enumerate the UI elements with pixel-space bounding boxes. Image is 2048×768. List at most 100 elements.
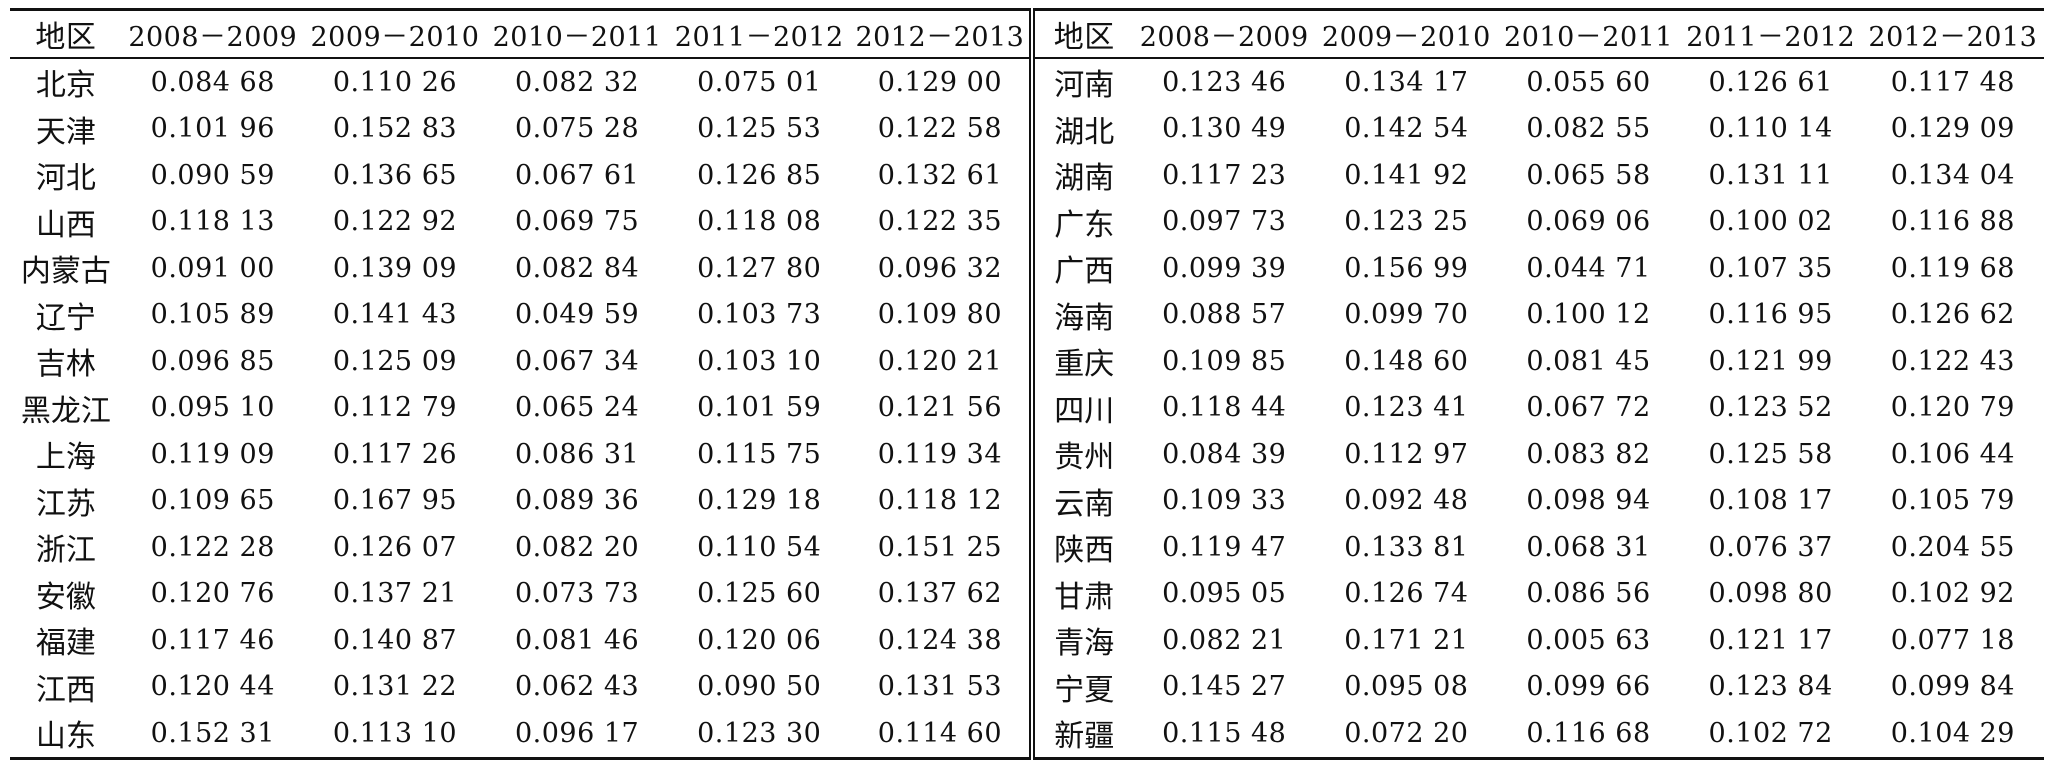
value-cell: 0.083 82 — [1526, 438, 1651, 470]
table-row: 江苏 0.109 65 0.167 95 0.089 36 0.129 18 0.118 … — [10, 477, 2044, 524]
value-cell: 0.099 84 — [1890, 671, 2015, 703]
region-name-cell: 吉林 — [35, 347, 96, 383]
value-cell: 0.117 46 — [150, 624, 275, 656]
value-cell: 0.129 09 — [1890, 113, 2015, 145]
column-header-period: 2008－2009 — [1133, 9, 1316, 59]
value-cell: 0.126 85 — [697, 159, 822, 191]
value-cell: 0.123 30 — [697, 717, 822, 749]
value-cell: 0.077 18 — [1890, 624, 2015, 656]
value-cell: 0.068 31 — [1526, 531, 1651, 563]
value-cell: 0.129 00 — [850, 58, 1036, 106]
column-header-region: 地区 — [1032, 9, 1134, 59]
region-name-cell: 河南 — [1054, 68, 1115, 104]
value-cell: 0.122 92 — [332, 206, 458, 238]
region-name-cell: 内蒙古 — [20, 254, 111, 290]
value-cell: 0.110 14 — [1708, 113, 1833, 145]
value-cell: 0.171 21 — [1344, 624, 1469, 656]
value-cell: 0.105 89 — [150, 299, 275, 331]
value-cell: 0.073 73 — [514, 578, 640, 610]
table-row: 吉林 0.096 85 0.125 09 0.067 34 0.103 10 0.120 … — [10, 338, 2044, 385]
value-cell: 0.152 31 — [150, 717, 275, 749]
column-header-period: 2010－2011 — [1497, 9, 1680, 59]
region-name-cell: 甘肃 — [1054, 579, 1115, 615]
column-header-period: 2010－2011 — [486, 9, 669, 59]
value-cell: 0.105 79 — [1890, 485, 2015, 517]
value-cell: 0.127 80 — [697, 252, 822, 284]
region-name-cell: 山东 — [35, 719, 96, 755]
value-cell: 0.120 79 — [1890, 392, 2015, 424]
value-cell: 0.099 66 — [1526, 671, 1651, 703]
table-row: 辽宁 0.105 89 0.141 43 0.049 59 0.103 73 0.109 … — [10, 291, 2044, 338]
value-cell: 0.133 81 — [1344, 531, 1469, 563]
value-cell: 0.123 41 — [1344, 392, 1469, 424]
value-cell: 0.096 32 — [850, 245, 1036, 292]
value-cell: 0.141 92 — [1344, 159, 1469, 191]
value-cell: 0.119 68 — [1890, 252, 2015, 284]
value-cell: 0.107 35 — [1708, 252, 1833, 284]
value-cell: 0.100 12 — [1526, 299, 1651, 331]
value-cell: 0.101 96 — [150, 113, 275, 145]
value-cell: 0.044 71 — [1526, 252, 1651, 284]
value-cell: 0.136 65 — [332, 159, 458, 191]
region-name-cell: 福建 — [35, 626, 96, 662]
value-cell: 0.104 29 — [1890, 717, 2015, 749]
region-name-cell: 黑龙江 — [20, 393, 111, 429]
value-cell: 0.005 63 — [1526, 624, 1651, 656]
value-cell: 0.109 65 — [150, 485, 275, 517]
region-name-cell: 湖北 — [1054, 114, 1115, 150]
column-header-period: 2011－2012 — [668, 9, 851, 59]
value-cell: 0.082 21 — [1162, 624, 1287, 656]
value-cell: 0.084 39 — [1162, 438, 1287, 470]
value-cell: 0.115 48 — [1162, 717, 1287, 749]
table-row: 内蒙古 0.091 00 0.139 09 0.082 84 0.127 80 0.096… — [10, 245, 2044, 292]
value-cell: 0.122 58 — [850, 105, 1036, 152]
value-cell: 0.132 61 — [850, 152, 1036, 199]
value-cell: 0.148 60 — [1344, 345, 1469, 377]
column-header-period: 2008－2009 — [121, 9, 304, 59]
value-cell: 0.065 58 — [1526, 159, 1651, 191]
table-header-row: 地区 2008－2009 2009－2010 2010－2011 2011－2012 20… — [10, 9, 2044, 59]
value-cell: 0.118 08 — [697, 206, 822, 238]
value-cell: 0.141 43 — [332, 299, 458, 331]
value-cell: 0.100 02 — [1708, 206, 1833, 238]
value-cell: 0.118 44 — [1162, 392, 1287, 424]
value-cell: 0.109 33 — [1162, 485, 1287, 517]
value-cell: 0.092 48 — [1344, 485, 1469, 517]
value-cell: 0.131 53 — [850, 663, 1036, 710]
value-cell: 0.089 36 — [514, 485, 640, 517]
value-cell: 0.129 18 — [697, 485, 822, 517]
value-cell: 0.108 17 — [1708, 485, 1833, 517]
value-cell: 0.084 68 — [150, 66, 275, 98]
table-row: 福建 0.117 46 0.140 87 0.081 46 0.120 06 0.124 … — [10, 617, 2044, 664]
value-cell: 0.120 44 — [150, 671, 275, 703]
value-cell: 0.082 84 — [514, 252, 640, 284]
value-cell: 0.156 99 — [1344, 252, 1469, 284]
value-cell: 0.082 20 — [514, 531, 640, 563]
region-name-cell: 重庆 — [1054, 347, 1115, 383]
value-cell: 0.081 45 — [1526, 345, 1651, 377]
value-cell: 0.096 85 — [150, 345, 275, 377]
region-name-cell: 青海 — [1054, 626, 1115, 662]
value-cell: 0.113 10 — [332, 717, 458, 749]
region-name-cell: 江西 — [35, 672, 96, 708]
value-cell: 0.140 87 — [332, 624, 458, 656]
value-cell: 0.112 79 — [332, 392, 458, 424]
value-cell: 0.055 60 — [1526, 66, 1651, 98]
value-cell: 0.124 38 — [850, 617, 1036, 664]
value-cell: 0.119 09 — [150, 438, 275, 470]
value-cell: 0.095 05 — [1162, 578, 1287, 610]
value-cell: 0.096 17 — [514, 717, 640, 749]
region-name-cell: 山西 — [35, 207, 96, 243]
value-cell: 0.067 72 — [1526, 392, 1651, 424]
region-name-cell: 陕西 — [1054, 533, 1115, 569]
value-cell: 0.067 61 — [514, 159, 640, 191]
value-cell: 0.102 92 — [1890, 578, 2015, 610]
value-cell: 0.125 58 — [1708, 438, 1833, 470]
value-cell: 0.103 10 — [697, 345, 822, 377]
value-cell: 0.112 97 — [1344, 438, 1469, 470]
value-cell: 0.120 76 — [150, 578, 275, 610]
value-cell: 0.110 54 — [697, 531, 822, 563]
value-cell: 0.120 06 — [697, 624, 822, 656]
column-header-region: 地区 — [10, 9, 122, 59]
value-cell: 0.118 12 — [850, 477, 1036, 524]
